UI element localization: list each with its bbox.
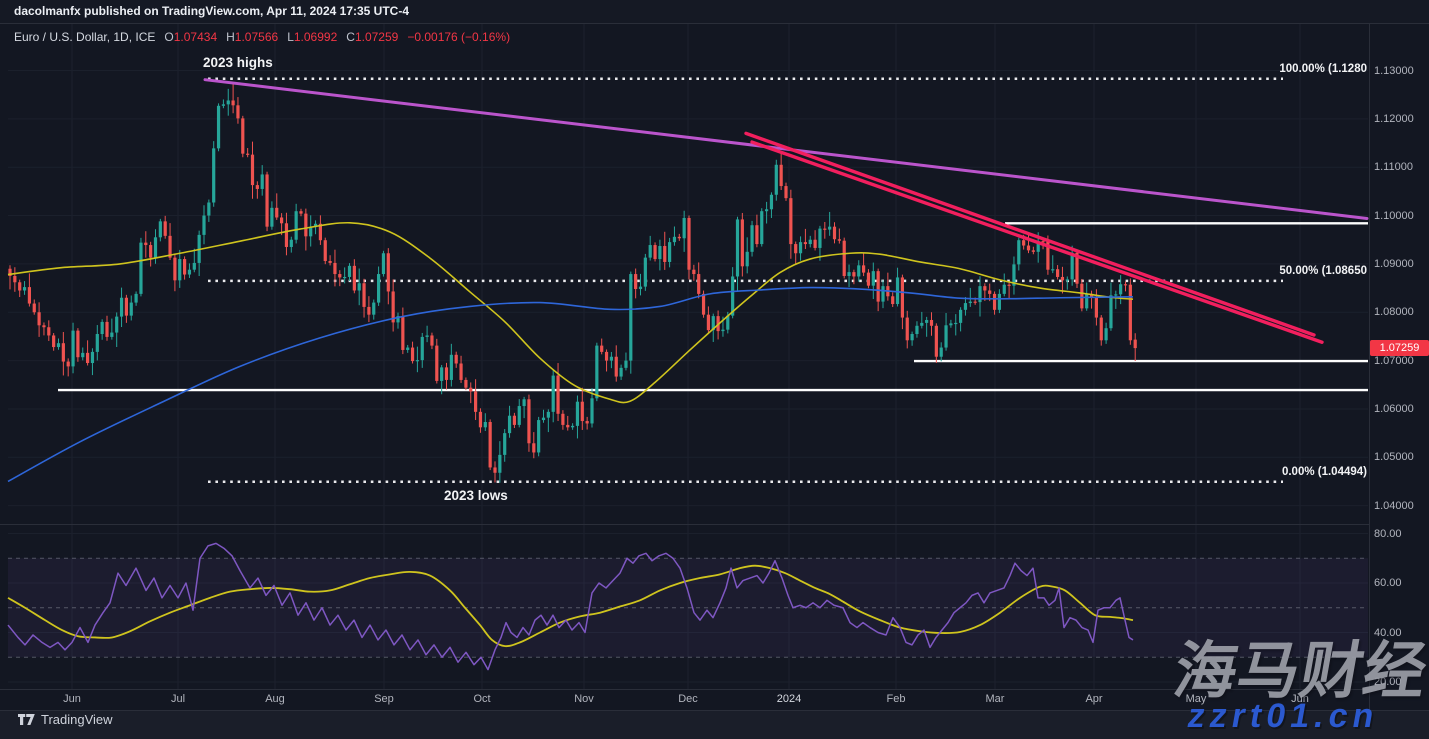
fib-label-50: 50.00% (1.08650 [1279,264,1367,277]
price-axis-label: 1.07000 [1374,354,1414,367]
tradingview-logo-icon [18,713,35,725]
time-axis-label-mar: Mar [985,693,1005,705]
annotation-2023-highs: 2023 highs [203,55,273,70]
price-axis-label: 1.11000 [1374,161,1413,174]
channel-lower-pink [750,140,1324,344]
low-value: 1.06992 [293,30,338,44]
price-axis-label: 1.04000 [1374,499,1414,512]
channel-upper-pink [744,131,1316,337]
high-label: H [226,30,235,44]
time-axis-label-oct: Oct [473,693,491,705]
price-axis-label: 1.08000 [1374,306,1414,319]
tradingview-logo[interactable]: TradingView [18,712,113,727]
tradingview-logo-text: TradingView [41,712,113,727]
time-axis-label-aug: Aug [265,693,285,705]
open-value: 1.07434 [173,30,218,44]
sma-slow-blue [7,286,1134,483]
close-label: C [346,30,355,44]
open-label: O [164,30,174,44]
fib-label-100: 100.00% (1.1280 [1279,62,1367,75]
time-axis-label-2024: 2024 [776,693,802,705]
time-axis-label-may: May [1185,693,1207,705]
change-value: −0.00176 (−0.16%) [407,30,511,44]
annotation-2023-lows: 2023 lows [444,488,508,503]
low-label: L [287,30,294,44]
time-axis-label-jun: Jun [1291,693,1309,705]
symbol-title: Euro / U.S. Dollar, 1D, ICE [14,30,156,44]
time-axis-label-feb: Feb [886,693,906,705]
time-axis-label-sep: Sep [374,693,394,705]
price-axis-label: 1.05000 [1374,451,1414,464]
rsi-axis-label: 20.00 [1374,676,1402,688]
published-header: dacolmanfx published on TradingView.com,… [14,4,410,18]
last-price-badge: 1.07259 [1370,340,1429,356]
time-axis-label-nov: Nov [574,693,594,705]
price-axis-label: 1.12000 [1374,112,1414,125]
time-axis-label-jul: Jul [170,693,186,705]
sma-fast-yellow [7,222,1134,404]
price-axis-label: 1.13000 [1374,64,1414,77]
close-value: 1.07259 [354,30,399,44]
time-axis-label-dec: Dec [678,693,698,705]
rsi-axis-label: 40.00 [1374,626,1402,639]
watermark-url: zzrt01.cn [1184,697,1382,735]
price-axis[interactable] [1370,23,1429,710]
price-axis-label: 1.10000 [1374,209,1414,222]
rsi-signal-line [7,564,1134,648]
symbol-legend[interactable]: Euro / U.S. Dollar, 1D, ICE O1.07434 H1.07… [14,30,510,44]
time-axis[interactable] [0,690,1370,710]
rsi-line [7,542,1134,671]
rsi-axis-label: 80.00 [1374,527,1402,540]
fib-label-0: 0.00% (1.04494) [1281,465,1367,478]
rsi-axis-label: 60.00 [1374,577,1402,589]
price-axis-label: 1.09000 [1374,257,1414,270]
price-axis-label: 1.06000 [1374,402,1414,415]
high-value: 1.07566 [234,30,279,44]
time-axis-label-apr: Apr [1085,693,1103,705]
time-axis-label-jun: Jun [63,693,81,705]
